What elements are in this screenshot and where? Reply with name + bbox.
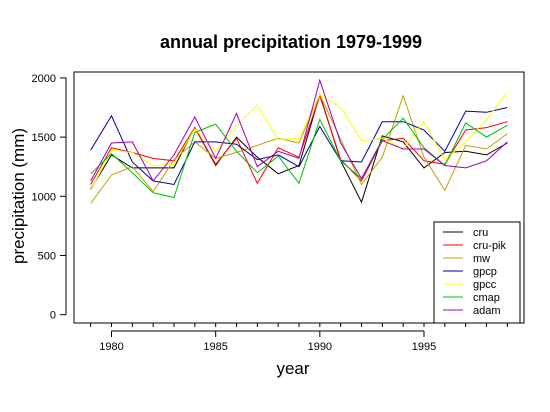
axes: 1980 1985 1990 1995 0 500 1000 1500 2000 — [32, 71, 525, 353]
legend-label-cru: cru — [473, 227, 488, 239]
series-lines — [90, 78, 508, 204]
y-tick-label: 2000 — [32, 73, 56, 85]
y-tick-label: 0 — [50, 310, 56, 322]
x-tick-label: 1995 — [412, 341, 436, 353]
x-tick-label: 1990 — [308, 341, 332, 353]
series-line-mw — [90, 93, 508, 204]
y-tick-label: 1500 — [32, 132, 56, 144]
x-axis-label: year — [276, 359, 309, 378]
x-tick-label: 1985 — [203, 341, 227, 353]
x-tick-label: 1980 — [99, 341, 123, 353]
legend-label-cru-pik: cru-pik — [473, 240, 507, 252]
legend-box — [433, 221, 521, 324]
y-tick-label: 1000 — [32, 191, 56, 203]
series-line-cru — [90, 92, 508, 204]
legend-label-cmap: cmap — [473, 292, 500, 304]
series-line-gpcc — [90, 91, 508, 191]
legend-label-adam: adam — [473, 305, 501, 317]
series-line-cru-pik — [90, 94, 508, 185]
series-line-gpcp — [90, 107, 508, 186]
y-axis-label: precipitation (mm) — [9, 128, 28, 264]
legend-label-mw: mw — [473, 253, 490, 265]
legend-label-gpcp: gpcp — [473, 266, 497, 278]
chart-title: annual precipitation 1979-1999 — [160, 32, 422, 52]
y-tick-label: 500 — [38, 251, 56, 263]
series-line-adam — [90, 78, 508, 182]
legend-label-gpcc: gpcc — [473, 279, 497, 291]
